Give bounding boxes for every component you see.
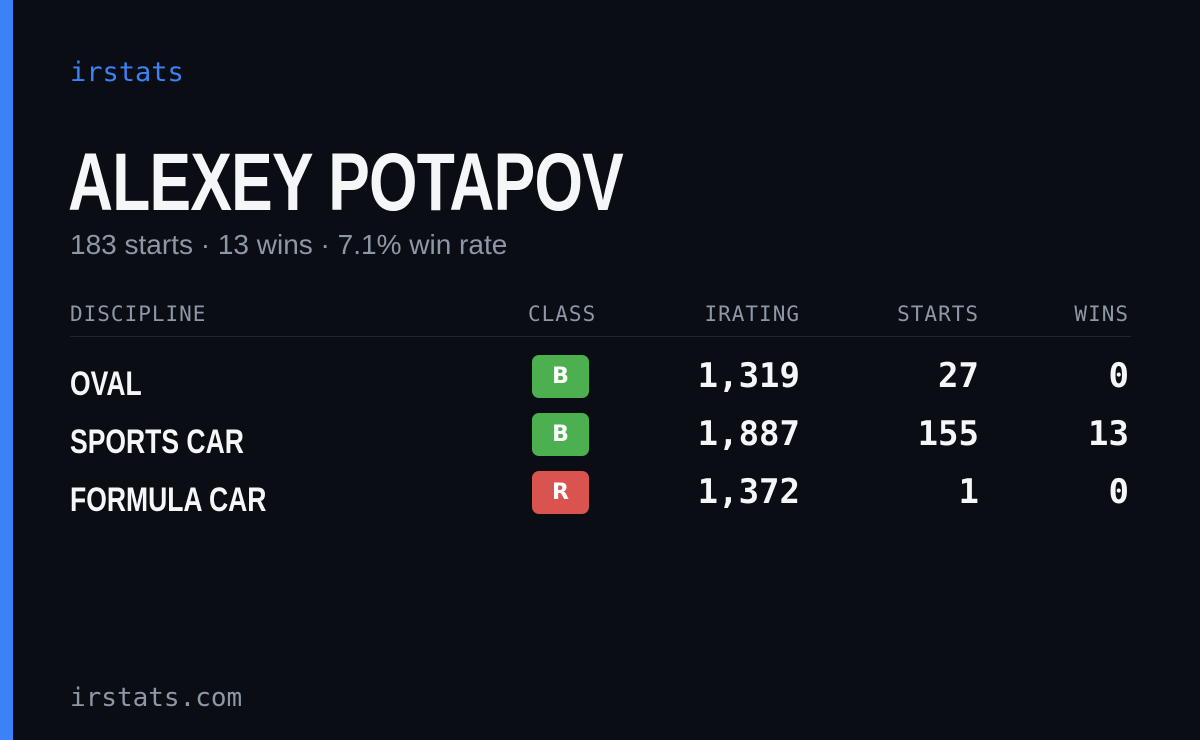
table-row: OVAL B 1,319 27 0: [70, 350, 1131, 408]
header-starts: STARTS: [897, 302, 979, 326]
table-row: SPORTS CAR B 1,887 155 13: [70, 408, 1131, 466]
class-badge: B: [532, 413, 589, 456]
irating-value: 1,372: [697, 472, 800, 512]
wins-value: 0: [1108, 356, 1129, 396]
header-irating: IRATING: [704, 302, 800, 326]
class-badge: B: [532, 355, 589, 398]
irating-value: 1,319: [697, 356, 800, 396]
class-badge: R: [532, 471, 589, 514]
wins-value: 13: [1088, 414, 1129, 454]
brand-logo: irstats: [70, 57, 184, 88]
accent-bar: [0, 0, 13, 740]
starts-value: 1: [958, 472, 979, 512]
driver-summary: 183 starts · 13 wins · 7.1% win rate: [70, 229, 508, 260]
discipline-table: DISCIPLINE CLASS IRATING STARTS WINS OVA…: [70, 296, 1131, 524]
discipline-label: OVAL: [70, 365, 142, 403]
irating-value: 1,887: [697, 414, 800, 454]
starts-value: 27: [938, 356, 979, 396]
header-class: CLASS: [528, 302, 597, 326]
discipline-label: SPORTS CAR: [70, 423, 244, 461]
driver-name: ALEXEY POTAPOV: [68, 137, 624, 228]
discipline-label: FORMULA CAR: [70, 481, 267, 519]
starts-value: 155: [917, 414, 979, 454]
table-header: DISCIPLINE CLASS IRATING STARTS WINS: [70, 296, 1131, 337]
table-body: OVAL B 1,319 27 0 SPORTS CAR B 1,887 155…: [70, 337, 1131, 524]
header-wins: WINS: [1074, 302, 1129, 326]
wins-value: 0: [1108, 472, 1129, 512]
table-row: FORMULA CAR R 1,372 1 0: [70, 466, 1131, 524]
header-discipline: DISCIPLINE: [70, 302, 207, 326]
footer-url: irstats.com: [70, 683, 243, 713]
